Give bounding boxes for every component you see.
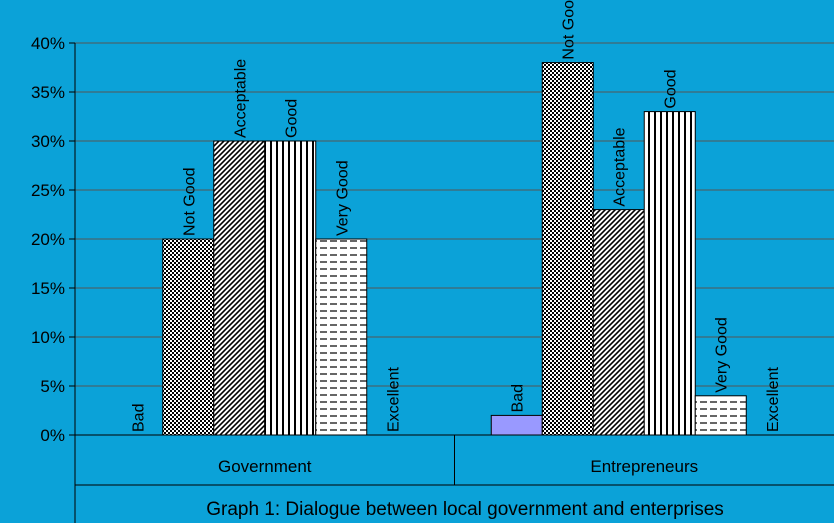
y-tick-label: 30% (31, 132, 65, 151)
category-label: Government (218, 457, 312, 476)
bar-acceptable (592, 209, 645, 436)
bars (162, 62, 747, 436)
bar-good (643, 111, 696, 436)
bar-not-good (541, 62, 594, 436)
bar-label: Very Good (334, 160, 351, 236)
y-tick-label: 40% (31, 34, 65, 53)
y-tick-label: 15% (31, 279, 65, 298)
bar-label: Excellent (385, 367, 402, 432)
bar-acceptable (213, 140, 266, 436)
bar-label: Acceptable (232, 59, 249, 138)
chart-caption: Graph 1: Dialogue between local governme… (206, 499, 724, 520)
bar-label: Acceptable (612, 127, 629, 206)
bar-very-good (694, 395, 747, 436)
bar-not-good (162, 238, 215, 436)
bar-labels: Bad Not Good Acceptable Good Very Good Excell… (130, 0, 782, 432)
x-axis: Government Entrepreneurs (75, 434, 834, 486)
category-label: Entrepreneurs (590, 457, 698, 476)
y-axis: 0% 5% 10% 15% 20% 25% 30% 35% 40% (31, 34, 76, 523)
bar-bad (490, 414, 543, 436)
y-tick-label: 35% (31, 83, 65, 102)
bar-very-good (315, 238, 368, 436)
y-tick-label: 25% (31, 181, 65, 200)
bar-label: Not Good (561, 0, 578, 60)
bar-label: Excellent (765, 367, 782, 432)
y-tick-label: 5% (40, 377, 65, 396)
bar-good (264, 140, 317, 436)
y-tick-label: 0% (40, 426, 65, 445)
bar-label: Good (663, 69, 680, 108)
bar-label: Bad (130, 404, 147, 432)
bar-label: Good (283, 99, 300, 138)
y-tick-label: 10% (31, 328, 65, 347)
bar-label: Not Good (181, 168, 198, 236)
y-tick-label: 20% (31, 230, 65, 249)
bar-label: Bad (510, 384, 527, 412)
bar-label: Very Good (714, 317, 731, 393)
